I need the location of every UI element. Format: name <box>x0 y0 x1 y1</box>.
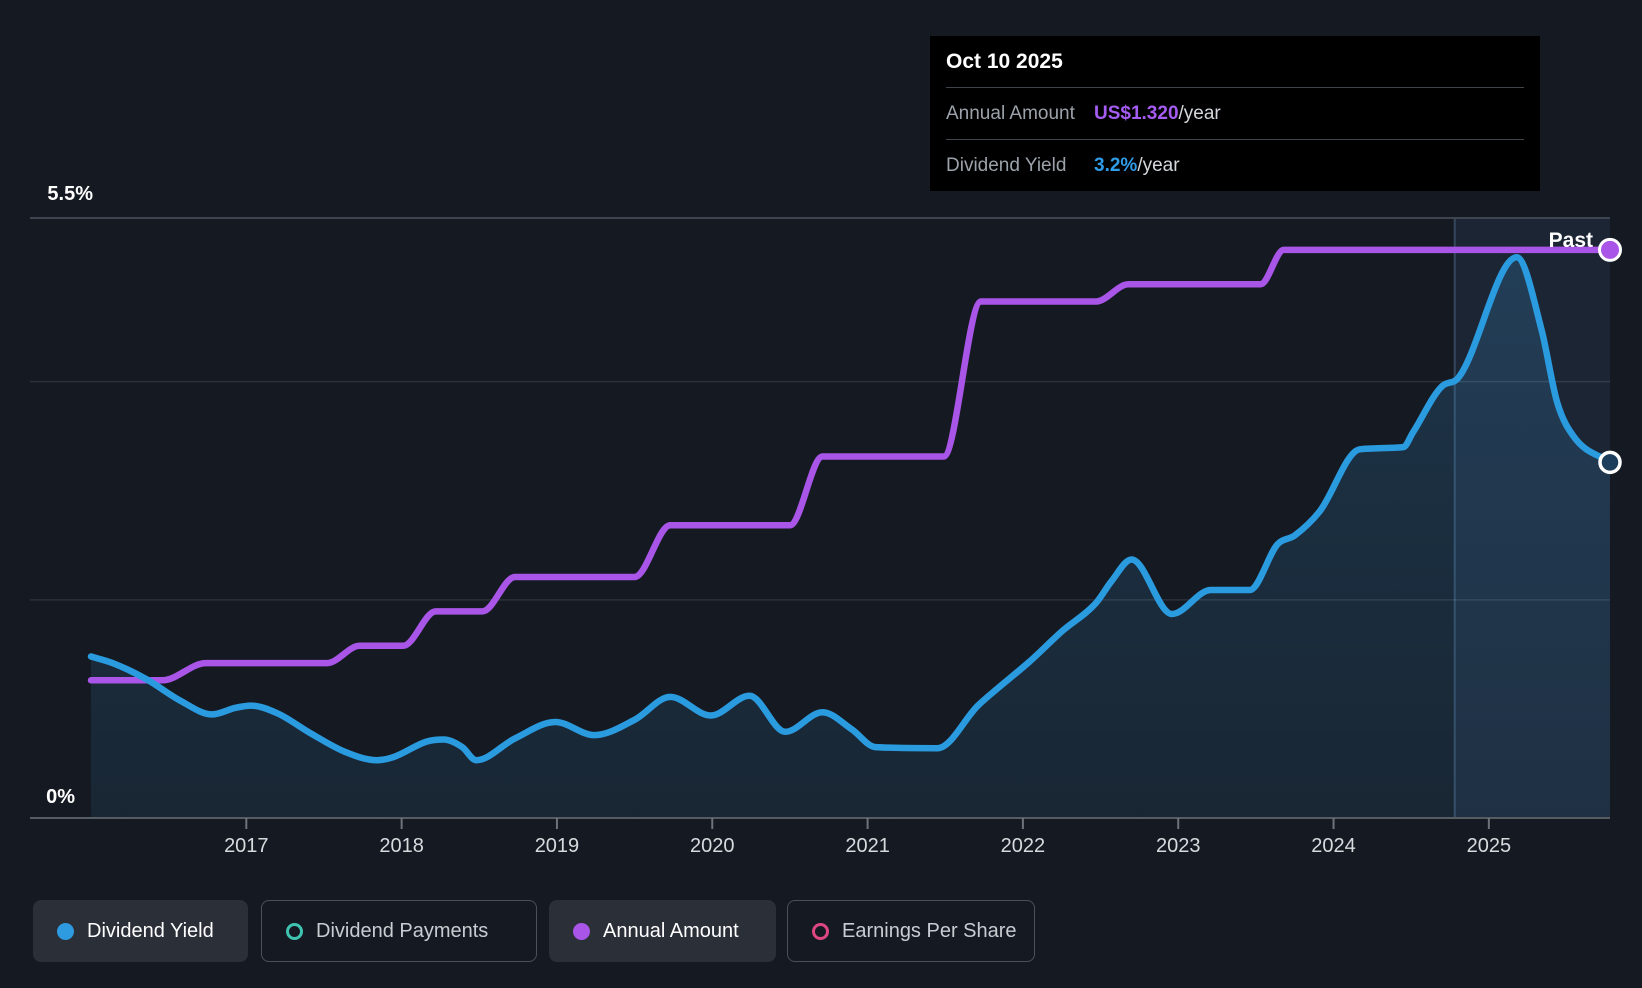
chart-tooltip: Oct 10 2025 Annual Amount US$1.320 /year… <box>930 36 1540 191</box>
legend-button-dividend-payments[interactable]: Dividend Payments <box>261 900 537 962</box>
dividend-yield-dot-icon <box>57 922 74 940</box>
dividend-yield-area <box>91 257 1610 818</box>
legend-label-annual-amount: Annual Amount <box>603 919 739 942</box>
y-axis-top-label: 5.5% <box>47 183 93 205</box>
legend-label-earnings-per-share: Earnings Per Share <box>842 919 1017 942</box>
annual-amount-dot-icon <box>573 922 590 940</box>
legend-button-earnings-per-share[interactable]: Earnings Per Share <box>787 900 1035 962</box>
x-tick-label-2022: 2022 <box>1001 835 1046 857</box>
tooltip-dividend-yield-label: Dividend Yield <box>946 154 1067 176</box>
past-label: Past <box>1549 229 1593 252</box>
tooltip-dividend-yield-suffix: /year <box>1137 154 1180 176</box>
x-tick-label-2017: 2017 <box>224 835 269 857</box>
tooltip-annual-amount-label: Annual Amount <box>946 102 1075 124</box>
tooltip-dividend-yield-row: Dividend Yield 3.2% /year <box>946 139 1524 191</box>
tooltip-annual-amount-suffix: /year <box>1178 102 1221 124</box>
x-tick-label-2020: 2020 <box>690 835 735 857</box>
tooltip-dividend-yield-value: 3.2% <box>1094 154 1138 176</box>
annual-amount-end-marker[interactable] <box>1598 237 1622 262</box>
tooltip-annual-amount-value: US$1.320 <box>1094 102 1179 124</box>
annual-amount-line[interactable] <box>87 246 1614 684</box>
dividend-yield-end-marker[interactable] <box>1598 450 1622 475</box>
earnings-per-share-ring-icon <box>812 922 829 940</box>
x-tick-label-2024: 2024 <box>1311 835 1356 857</box>
x-tick-label-2023: 2023 <box>1156 835 1201 857</box>
y-axis-bottom-label: 0% <box>46 786 75 808</box>
x-tick-label-2018: 2018 <box>379 835 424 857</box>
x-tick-label-2025: 2025 <box>1467 835 1512 857</box>
dividend-yield-line[interactable] <box>87 254 1614 764</box>
tooltip-date: Oct 10 2025 <box>946 49 1063 73</box>
tooltip-annual-amount-row: Annual Amount US$1.320 /year <box>946 87 1524 139</box>
legend-label-dividend-yield: Dividend Yield <box>87 919 214 942</box>
dividend-payments-ring-icon <box>286 922 303 940</box>
x-tick-label-2019: 2019 <box>535 835 580 857</box>
legend-button-dividend-yield[interactable]: Dividend Yield <box>33 900 248 962</box>
tooltip-date-row: Oct 10 2025 <box>946 36 1524 87</box>
x-tick-label-2021: 2021 <box>845 835 890 857</box>
legend-label-dividend-payments: Dividend Payments <box>316 919 489 942</box>
legend-button-annual-amount[interactable]: Annual Amount <box>549 900 776 962</box>
